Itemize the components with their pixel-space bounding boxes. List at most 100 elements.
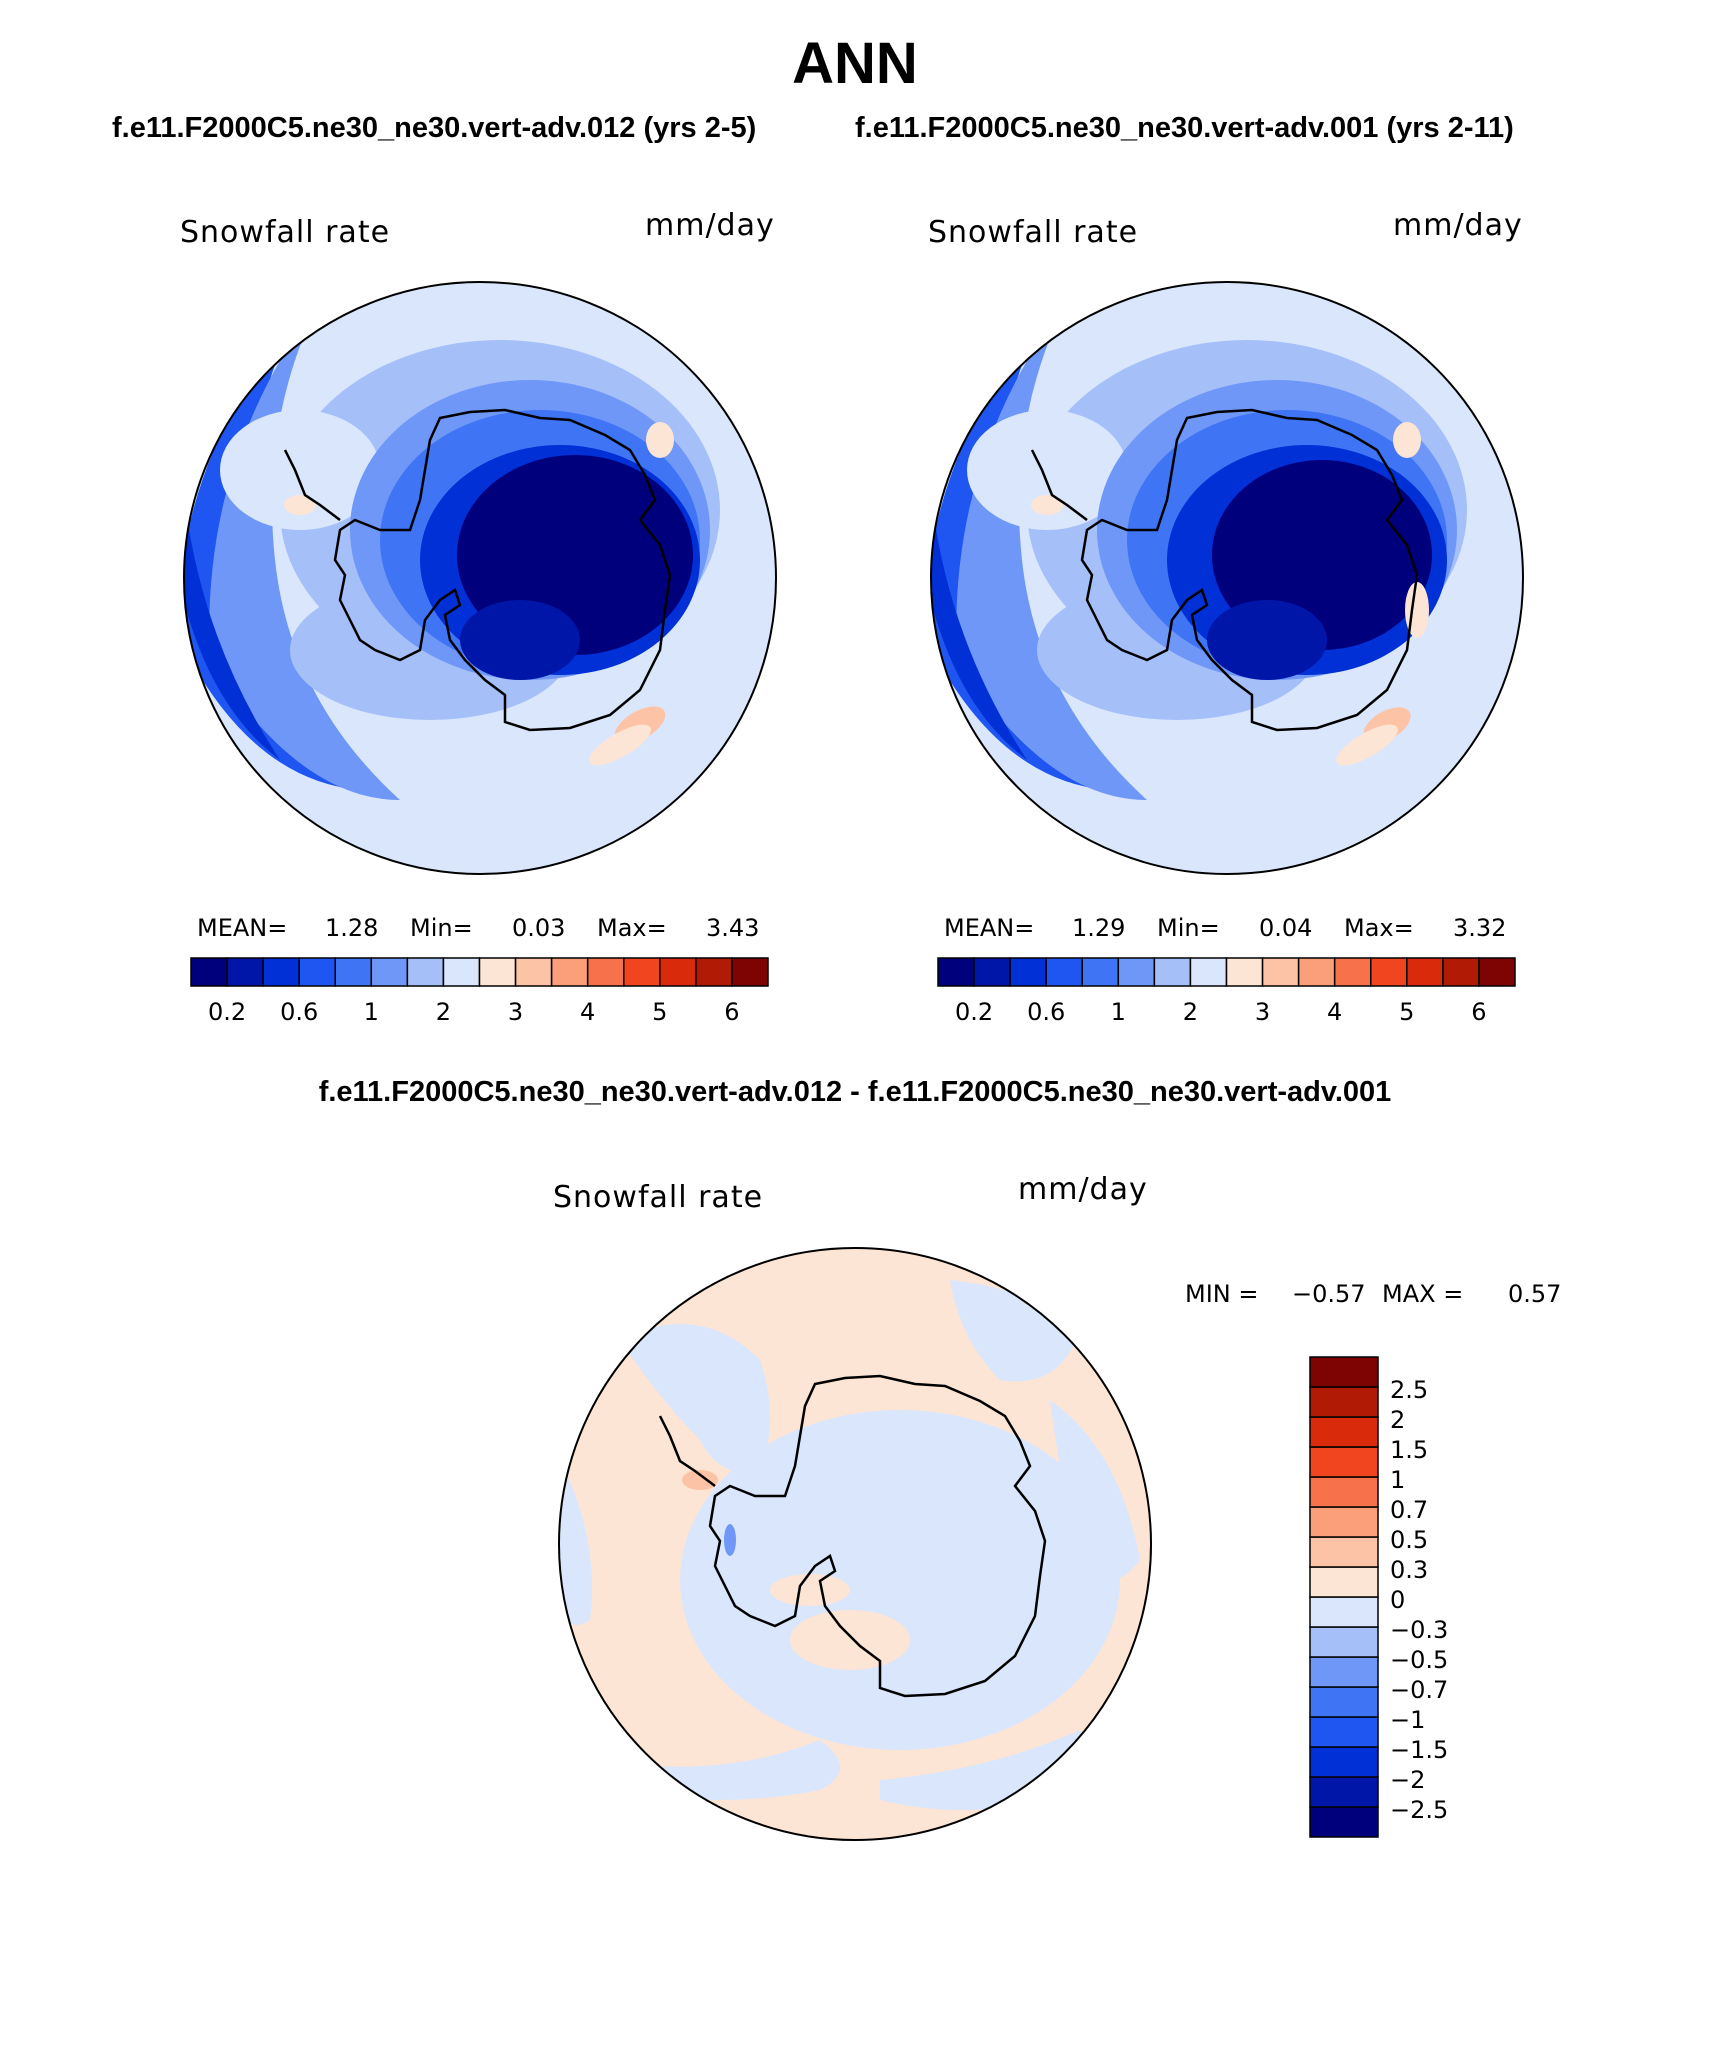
difference-colorbar-tick: −0.7 [1390, 1676, 1449, 1704]
difference-colorbar-swatch [1309, 1446, 1379, 1478]
difference-colorbar [1309, 1356, 1379, 1838]
left-colorbar-swatch [262, 957, 300, 987]
right-colorbar-swatch [1333, 957, 1372, 987]
difference-colorbar-swatch [1309, 1506, 1379, 1538]
difference-min-value: −0.57 [1292, 1280, 1366, 1308]
difference-colorbar-swatch [1309, 1596, 1379, 1628]
right-colorbar-swatch [1081, 957, 1120, 987]
right-colorbar-swatch [1225, 957, 1264, 987]
right-max-value: 3.32 [1453, 914, 1507, 942]
difference-title: f.e11.F2000C5.ne30_ne30.vert-adv.012 - f… [318, 1076, 1392, 1108]
right-variable-label: Snowfall rate [928, 215, 1139, 250]
left-colorbar-tick: 0.2 [207, 998, 247, 1026]
left-colorbar-swatch [550, 957, 589, 987]
right-min-label: Min= [1157, 914, 1220, 942]
right-mean-value: 1.29 [1072, 914, 1126, 942]
left-colorbar-tick: 5 [652, 998, 668, 1026]
difference-max-label: MAX = [1382, 1280, 1464, 1308]
right-colorbar-swatch [1117, 957, 1156, 987]
left-colorbar-tick: 2 [435, 998, 452, 1026]
difference-colorbar-swatch [1309, 1626, 1379, 1658]
difference-colorbar-swatch [1309, 1716, 1379, 1748]
right-colorbar-swatch [1045, 957, 1083, 987]
right-colorbar-tick: 1 [1110, 998, 1126, 1026]
left-colorbar-tick: 3 [507, 998, 524, 1026]
left-colorbar-swatch [226, 957, 264, 987]
difference-colorbar-tick: −1.5 [1390, 1736, 1449, 1764]
difference-colorbar-tick: −2 [1390, 1766, 1426, 1794]
right-colorbar-tick: 4 [1327, 998, 1343, 1026]
difference-variable-label: Snowfall rate [553, 1180, 764, 1215]
figure-title: ANN [792, 31, 918, 96]
right-colorbar-tick: 3 [1254, 998, 1271, 1026]
difference-colorbar-swatch [1309, 1386, 1379, 1418]
difference-colorbar-tick: 1.5 [1390, 1436, 1429, 1464]
left-colorbar-swatch [514, 957, 553, 987]
left-colorbar-swatch [190, 957, 228, 987]
difference-colorbar-swatch [1309, 1536, 1379, 1568]
left-colorbar-swatch [478, 957, 517, 987]
left-max-label: Max= [597, 914, 667, 942]
right-units-label: mm/day [1393, 208, 1523, 243]
difference-colorbar-tick: −0.5 [1390, 1646, 1449, 1674]
difference-colorbar-swatch [1309, 1566, 1379, 1598]
difference-colorbar-swatch [1309, 1746, 1379, 1778]
left-mean-value: 1.28 [325, 914, 379, 942]
right-colorbar-swatch [1406, 957, 1444, 987]
left-colorbar-swatch [370, 957, 409, 987]
difference-colorbar-tick: −2.5 [1390, 1796, 1449, 1824]
right-max-label: Max= [1344, 914, 1414, 942]
right-mean-label: MEAN= [944, 914, 1035, 942]
right-colorbar-tick: 6 [1471, 998, 1487, 1026]
case-title-left: f.e11.F2000C5.ne30_ne30.vert-adv.012 (yr… [112, 112, 757, 144]
difference-colorbar-swatch [1309, 1416, 1379, 1448]
difference-colorbar-tick: 0 [1390, 1586, 1406, 1614]
difference-colorbar-swatch [1309, 1776, 1379, 1808]
right-min-value: 0.04 [1259, 914, 1313, 942]
difference-colorbar-tick: −0.3 [1390, 1616, 1449, 1644]
left-colorbar-swatch [659, 957, 697, 987]
right-colorbar-tick: 2 [1182, 998, 1199, 1026]
left-variable-label: Snowfall rate [180, 215, 391, 250]
left-colorbar-swatch [334, 957, 373, 987]
right-colorbar [937, 957, 1516, 987]
left-polar-map [183, 281, 777, 875]
right-colorbar-swatch [1297, 957, 1336, 987]
right-colorbar-swatch [1370, 957, 1408, 987]
right-polar-map [930, 281, 1524, 875]
difference-min-label: MIN = [1185, 1280, 1259, 1308]
difference-colorbar-swatch [1309, 1806, 1379, 1838]
difference-colorbar-tick: 0.5 [1390, 1526, 1429, 1554]
left-min-label: Min= [410, 914, 473, 942]
difference-colorbar-swatch [1309, 1686, 1379, 1718]
left-colorbar-swatch [442, 957, 481, 987]
left-mean-label: MEAN= [197, 914, 288, 942]
left-colorbar-tick: 6 [724, 998, 740, 1026]
difference-units-label: mm/day [1018, 1172, 1148, 1207]
difference-colorbar-tick: 0.3 [1390, 1556, 1429, 1584]
left-colorbar [190, 957, 769, 987]
difference-colorbar-swatch [1309, 1476, 1379, 1508]
difference-colorbar-tick: 1 [1390, 1466, 1406, 1494]
difference-colorbar-tick: −1 [1390, 1706, 1426, 1734]
difference-colorbar-swatch [1309, 1656, 1379, 1688]
right-colorbar-swatch [937, 957, 975, 987]
left-colorbar-tick: 1 [363, 998, 379, 1026]
right-colorbar-tick: 0.2 [954, 998, 994, 1026]
left-colorbar-swatch [298, 957, 336, 987]
left-colorbar-tick: 4 [580, 998, 596, 1026]
difference-max-value: 0.57 [1508, 1280, 1562, 1308]
case-title-right: f.e11.F2000C5.ne30_ne30.vert-adv.001 (yr… [855, 112, 1514, 144]
left-colorbar-tick: 0.6 [280, 998, 319, 1026]
left-colorbar-swatch [695, 957, 733, 987]
right-colorbar-tick: 5 [1399, 998, 1415, 1026]
difference-colorbar-swatch [1309, 1356, 1379, 1388]
right-colorbar-tick: 0.6 [1027, 998, 1066, 1026]
right-colorbar-swatch [1478, 957, 1516, 987]
right-colorbar-swatch [1009, 957, 1047, 987]
difference-polar-map [558, 1247, 1152, 1841]
difference-colorbar-tick: 0.7 [1390, 1496, 1429, 1524]
left-units-label: mm/day [645, 208, 775, 243]
right-colorbar-swatch [1189, 957, 1228, 987]
